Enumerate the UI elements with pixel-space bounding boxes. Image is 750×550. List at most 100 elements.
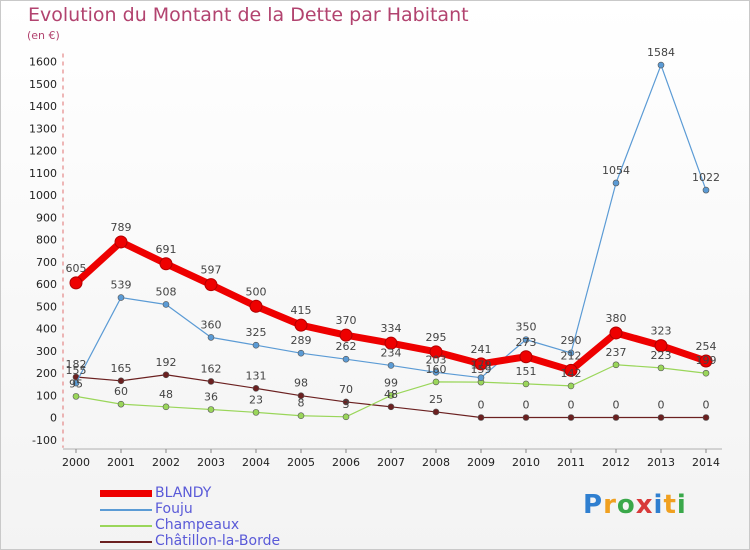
data-point [207,406,215,413]
legend-swatch [100,541,152,543]
data-point [207,378,215,385]
data-label: 234 [381,346,402,359]
data-label: 241 [471,343,492,356]
data-point [387,392,395,399]
legend-label: Fouju [155,501,193,517]
data-label: 212 [561,349,582,362]
data-label: 325 [246,326,267,339]
data-label: 192 [156,356,177,369]
data-label: 290 [561,334,582,347]
x-tick-label: 2012 [602,456,630,469]
data-point [657,414,665,421]
data-point [432,378,440,386]
data-point [474,357,488,371]
y-tick-label: 0 [50,412,57,425]
data-point [297,349,305,357]
data-label: 99 [384,376,398,389]
data-point [342,355,350,363]
y-tick-label: 1300 [29,122,57,135]
data-label: 95 [69,377,83,390]
y-tick-label: 1200 [29,145,57,158]
data-label: 0 [658,399,665,412]
data-label: 789 [111,221,132,234]
data-label: 539 [111,279,132,292]
legend-label: Champeaux [155,517,240,533]
y-tick-label: 700 [36,256,57,269]
data-point [342,398,350,406]
data-label: 295 [426,331,447,344]
chart-unit: (en €) [27,29,60,42]
data-point [117,294,125,301]
data-label: 60 [114,385,128,398]
x-tick-label: 2004 [242,456,270,469]
x-tick-label: 2006 [332,456,360,469]
data-point [567,349,575,357]
data-label: 131 [246,369,267,382]
data-point [699,354,713,368]
data-point [162,371,170,379]
x-tick-label: 2007 [377,456,405,469]
data-point [69,276,83,290]
data-label: 155 [66,364,87,377]
data-point [567,414,575,421]
data-label: 500 [246,285,267,298]
data-label: 0 [613,399,620,412]
data-point [162,301,170,308]
data-point [159,257,173,271]
data-label: 199 [696,354,717,367]
data-label: 70 [339,383,353,396]
data-point [522,336,530,343]
y-tick-label: 100 [36,389,57,402]
x-tick-label: 2008 [422,456,450,469]
data-label: 0 [703,399,710,412]
data-point [207,334,215,341]
data-label: 3 [343,398,350,411]
x-tick-label: 2014 [692,456,720,469]
data-label: 203 [426,353,447,366]
y-tick-label: 1600 [29,56,57,69]
y-tick-label: 200 [36,367,57,380]
data-label: 1054 [602,164,630,177]
data-label: 237 [606,346,627,359]
data-labels: 6057896915975004153703342952412732123803… [66,46,721,411]
data-point [522,414,530,421]
y-tick-label: -100 [32,434,57,447]
legend-swatch [100,490,152,497]
data-point [117,377,125,385]
data-label: 350 [516,321,537,334]
data-point [612,414,620,421]
data-label: 142 [561,367,582,380]
data-label: 334 [381,322,402,335]
data-label: 597 [201,264,222,277]
y-tick-label: 1500 [29,78,57,91]
proxiti-logo: Proxiti [583,490,687,520]
x-tick-label: 2002 [152,456,180,469]
data-point [342,413,350,421]
data-label: 289 [291,334,312,347]
data-point [384,336,398,350]
data-label: 254 [696,340,717,353]
data-label: 48 [159,388,173,401]
data-point [252,385,260,392]
data-label: 151 [516,365,537,378]
data-point [612,179,620,187]
data-label: 605 [66,262,87,275]
data-point [657,364,665,372]
data-label: 0 [568,399,575,412]
legend-label: BLANDY [155,485,212,501]
data-point [204,278,218,292]
chart-title: Evolution du Montant de la Dette par Hab… [28,4,469,26]
data-label: 25 [429,393,443,406]
data-point [297,412,305,420]
data-label: 1584 [647,46,675,59]
axes: -100010020030040050060070080090010001100… [29,53,722,469]
data-point [387,403,395,411]
y-tick-label: 300 [36,345,57,358]
data-label: 415 [291,304,312,317]
x-tick-label: 2000 [62,456,90,469]
data-point [519,350,533,364]
data-point [702,186,710,194]
x-tick-label: 2011 [557,456,585,469]
data-label: 262 [336,340,357,353]
data-point [564,363,578,377]
